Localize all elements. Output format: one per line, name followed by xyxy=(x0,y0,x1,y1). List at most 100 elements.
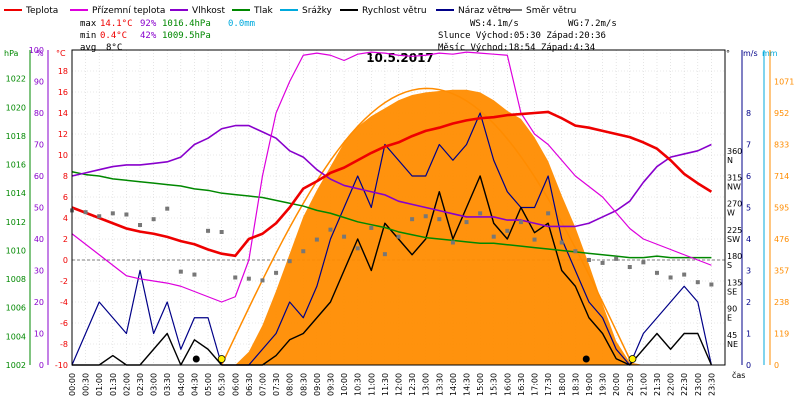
tick-label-time: 13:30 xyxy=(435,373,444,396)
tick-label-direction-name: NW xyxy=(727,182,741,191)
tick-label-temperature: 4 xyxy=(63,214,68,223)
tick-label-humidity: 70 xyxy=(34,141,44,150)
astro-markers xyxy=(192,355,637,363)
tick-label-solar: 119 xyxy=(774,330,789,339)
stat-avg-label: avg xyxy=(80,43,96,53)
tick-label-time: 08:00 xyxy=(286,373,295,396)
tick-label-humidity: 10 xyxy=(34,330,44,339)
tick-label-time: 09:00 xyxy=(313,373,322,396)
tick-label-temperature: 6 xyxy=(63,193,68,202)
tick-label-time: 00:00 xyxy=(68,373,77,396)
series-smer-vetru-point xyxy=(192,272,197,277)
moonrise-marker xyxy=(582,355,590,363)
series-smer-vetru-point xyxy=(695,280,700,285)
series-tlak-line xyxy=(71,170,712,259)
tick-label-pressure: 1022 xyxy=(6,75,26,84)
series-smer-vetru-point xyxy=(573,249,578,254)
tick-label-humidity: 0 xyxy=(39,361,44,370)
tick-label-wind: 2 xyxy=(746,298,751,307)
tick-label-time: 11:30 xyxy=(381,373,390,396)
tick-label-direction-deg: 135 xyxy=(727,278,742,287)
tick-label-humidity: 90 xyxy=(34,78,44,87)
stat-sun: Slunce Východ:05:30 Západ:20:36 xyxy=(438,31,606,41)
tick-label-time: 06:30 xyxy=(245,373,254,396)
tick-label-time: 05:00 xyxy=(204,373,213,396)
tick-label-solar: 238 xyxy=(774,298,789,307)
series-smer-vetru-point xyxy=(559,240,564,245)
series-smer-vetru-point xyxy=(178,269,183,274)
tick-label-time: 14:00 xyxy=(449,373,458,396)
series-smer-vetru-point xyxy=(505,228,510,233)
tick-label-direction-deg: 45 xyxy=(727,331,737,340)
tick-label-temperature: 0 xyxy=(63,256,68,265)
tick-label-solar: 952 xyxy=(774,109,789,118)
tick-label-time: 22:30 xyxy=(680,373,689,396)
legend-label-rychlost-vetru: Rychlost větru xyxy=(362,6,427,16)
tick-label-solar: 714 xyxy=(774,172,789,181)
tick-label-time: 12:30 xyxy=(408,373,417,396)
tick-label-direction-name: N xyxy=(727,156,733,165)
tick-label-pressure: 1012 xyxy=(6,218,26,227)
tick-label-wind: 1 xyxy=(746,330,751,339)
tick-label-time: 10:00 xyxy=(340,373,349,396)
series-solar-area xyxy=(72,89,712,366)
series-teplota-line xyxy=(71,110,713,258)
tick-label-temperature: -2 xyxy=(60,277,68,286)
series-smer-vetru-point xyxy=(437,217,442,222)
series-smer-vetru-point xyxy=(246,276,251,281)
series-smer-vetru-point xyxy=(260,278,265,283)
tick-label-time: 05:30 xyxy=(218,373,227,396)
series-smer-vetru-point xyxy=(124,212,129,217)
tick-label-wind: 7 xyxy=(746,141,751,150)
tick-label-time: 07:30 xyxy=(272,373,281,396)
tick-label-time: 16:00 xyxy=(503,373,512,396)
series-smer-vetru-point xyxy=(641,260,646,265)
tick-label-time: 22:00 xyxy=(667,373,676,396)
tick-label-solar: 357 xyxy=(774,267,789,276)
series-smer-vetru-point xyxy=(369,225,374,230)
series-smer-vetru-point xyxy=(627,265,632,269)
tick-label-direction-deg: 180 xyxy=(727,252,742,261)
tick-label-temperature: 18 xyxy=(58,67,68,76)
tick-label-direction-name: E xyxy=(727,314,732,323)
tick-label-direction-deg: 315 xyxy=(727,173,742,182)
tick-label-time: 10:30 xyxy=(354,373,363,396)
tick-label-time: 06:00 xyxy=(231,373,240,396)
tick-label-time: 19:30 xyxy=(599,373,608,396)
sunset-marker xyxy=(628,355,637,363)
tick-label-solar: 833 xyxy=(774,141,789,150)
tick-label-time: 23:00 xyxy=(694,373,703,396)
tick-label-time: 03:00 xyxy=(150,373,159,396)
tick-label-pressure: 1016 xyxy=(6,161,26,170)
series-smer-vetru-point xyxy=(491,234,496,239)
series-smer-vetru-point xyxy=(138,223,143,227)
tick-label-wind: 4 xyxy=(746,235,751,244)
tick-label-temperature: -10 xyxy=(55,361,68,370)
series-smer-vetru-point xyxy=(274,270,279,275)
tick-label-temperature: 8 xyxy=(63,172,68,181)
solar-radiation-area xyxy=(72,87,712,366)
axis-unit-ms: m/s xyxy=(743,49,758,58)
legend-label-smer-vetru: Směr větru xyxy=(526,6,576,16)
stat-min-press: 1009.5hPa xyxy=(162,31,211,41)
tick-label-time: 18:00 xyxy=(558,373,567,396)
tick-label-time: 02:30 xyxy=(136,373,145,396)
tick-label-time: 09:30 xyxy=(326,373,335,396)
series-smer-vetru-point xyxy=(396,234,401,239)
series xyxy=(70,51,714,366)
series-smer-vetru-point xyxy=(151,217,156,222)
tick-label-humidity: 100 xyxy=(29,46,44,55)
legend: Teplota Přízemní teplota Vlhkost Tlak Sr… xyxy=(4,6,576,16)
tick-label-direction-name: W xyxy=(727,209,735,218)
tick-label-temperature: 14 xyxy=(58,109,68,118)
tick-label-wind: 6 xyxy=(746,172,751,181)
tick-label-pressure: 1002 xyxy=(6,361,26,370)
series-smer-vetru-point xyxy=(682,272,687,277)
tick-label-time: 15:30 xyxy=(490,373,499,396)
tick-label-direction-name: SE xyxy=(727,287,737,296)
series-rychlost-vetru-line xyxy=(72,175,713,366)
series-smer-vetru-point xyxy=(206,228,211,233)
tick-label-pressure: 1018 xyxy=(6,132,26,141)
tick-label-time: 18:30 xyxy=(571,373,580,396)
